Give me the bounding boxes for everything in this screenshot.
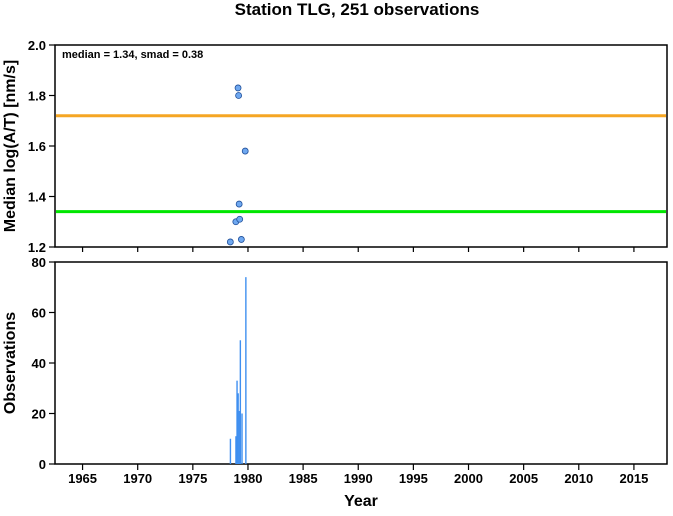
bar-y-axis-label: Observations <box>2 312 19 414</box>
bar-plot-frame <box>54 261 668 465</box>
y-tick-label: 1.4 <box>28 190 47 205</box>
chart-title: Station TLG, 251 observations <box>235 0 480 19</box>
x-tick-label: 2010 <box>564 471 593 486</box>
scatter-x-ticks <box>81 247 635 252</box>
data-point <box>241 147 249 155</box>
reference-lines <box>56 114 666 214</box>
x-tick-label: 1970 <box>123 471 152 486</box>
observation-bar <box>245 277 247 464</box>
data-point <box>235 92 243 99</box>
y-tick-label: 1.2 <box>28 240 46 255</box>
y-tick-label: 2.0 <box>28 38 46 53</box>
scatter-y-axis-label: Median log(A/T) [nm/s] <box>2 60 19 232</box>
bar-panel: 0 20 40 60 80 1965 1970 1975 1980 1985 1990 1995 20… <box>2 255 668 510</box>
y-tick-label: 80 <box>32 255 46 270</box>
scatter-plot-frame <box>54 44 668 248</box>
y-tick-label: 1.8 <box>28 89 46 104</box>
x-tick-label: 2005 <box>509 471 538 486</box>
data-point <box>234 84 242 92</box>
observation-bar <box>238 410 240 464</box>
y-tick-label: 0 <box>39 457 46 472</box>
scatter-points <box>226 84 249 246</box>
data-point <box>237 236 245 243</box>
y-tick-label: 1.6 <box>28 139 46 154</box>
observation-bar <box>229 438 232 464</box>
data-point <box>226 238 234 246</box>
scatter-y-ticks: 1.2 1.4 1.6 1.8 2.0 <box>28 38 55 255</box>
x-tick-label: 2015 <box>619 471 648 486</box>
data-point <box>235 200 243 208</box>
observation-bar <box>239 340 242 464</box>
observation-bars <box>229 277 247 464</box>
y-tick-label: 60 <box>32 306 46 321</box>
x-tick-label: 1985 <box>289 471 318 486</box>
scatter-panel: 1.2 1.4 1.6 1.8 2.0 median = 1.34, smad = 0.… <box>2 38 668 255</box>
observation-bar <box>237 393 239 464</box>
x-axis-label: Year <box>344 493 378 510</box>
bar-x-ticks: 1965 1970 1975 1980 1985 1990 1995 2000 2005 2010… <box>68 464 648 486</box>
observation-bar <box>235 436 237 464</box>
x-tick-label: 2000 <box>454 471 483 486</box>
x-tick-label: 1975 <box>178 471 207 486</box>
x-tick-label: 1965 <box>68 471 97 486</box>
y-tick-label: 40 <box>32 356 46 371</box>
observation-bar <box>241 413 243 464</box>
x-tick-label: 1990 <box>344 471 373 486</box>
observation-bar <box>236 380 238 464</box>
y-tick-label: 20 <box>32 407 46 422</box>
x-tick-label: 1980 <box>234 471 263 486</box>
bar-y-ticks: 0 20 40 60 80 <box>32 255 55 472</box>
stats-annotation: median = 1.34, smad = 0.38 <box>62 49 203 61</box>
data-point <box>236 215 244 223</box>
x-tick-label: 1995 <box>399 471 428 486</box>
